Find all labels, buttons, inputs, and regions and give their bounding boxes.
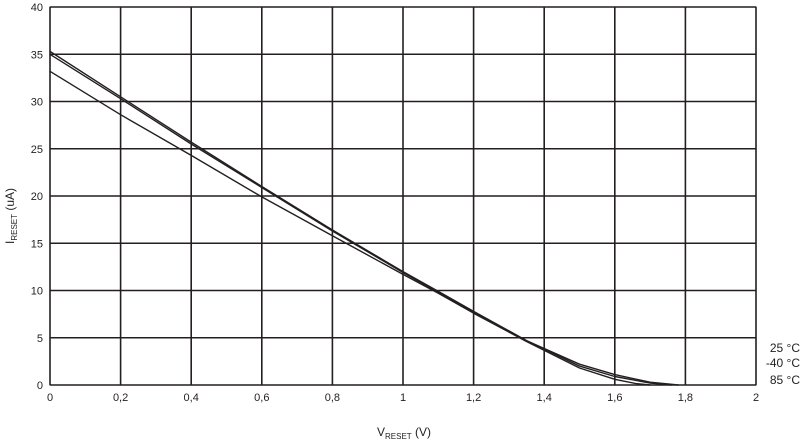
grid — [49, 6, 757, 386]
y-tick-label: 0 — [37, 380, 43, 392]
y-axis-title-tail: (uA) — [3, 188, 17, 214]
x-axis-title: VRESET (V) — [377, 425, 431, 441]
x-tick-label: 0,2 — [113, 392, 128, 404]
x-tick-label: 2 — [753, 392, 759, 404]
y-axis-title-main: I — [3, 241, 17, 244]
x-tick-label: 1,6 — [607, 392, 622, 404]
y-tick-label: 10 — [31, 286, 43, 298]
y-tick-labels: 0 5 10 15 20 25 30 35 40 — [31, 2, 43, 392]
y-axis-title: IRESET (uA) — [3, 188, 19, 244]
series-line-2 — [49, 70, 651, 386]
legend: 25 °C-40 °C 85 °C — [766, 341, 800, 387]
x-tick-label: 0,6 — [254, 392, 269, 404]
y-axis-title-sub: RESET — [10, 214, 19, 241]
y-tick-label: 15 — [31, 238, 43, 250]
x-axis-title-tail: (V) — [412, 425, 431, 439]
y-tick-label: 35 — [31, 49, 43, 61]
x-axis-title-sub: RESET — [385, 432, 412, 441]
x-tick-label: 1,2 — [466, 392, 481, 404]
x-tick-label: 1,8 — [678, 392, 693, 404]
y-tick-label: 40 — [31, 2, 43, 14]
y-tick-label: 30 — [31, 97, 43, 109]
x-axis-title-main: V — [377, 425, 385, 439]
legend-entry-1: -40 °C — [766, 356, 800, 370]
y-tick-label: 5 — [37, 333, 43, 345]
legend-entry-2: 85 °C — [770, 373, 800, 387]
x-tick-label: 0,4 — [184, 392, 199, 404]
legend-entry-0: 25 °C — [770, 341, 800, 355]
series-line-0 — [49, 50, 672, 386]
series-group — [49, 50, 679, 386]
x-tick-label: 0,8 — [325, 392, 340, 404]
x-tick-labels: 0 0,2 0,4 0,6 0,8 1 1,2 1,4 1,6 1,8 2 — [47, 392, 759, 404]
x-tick-label: 0 — [47, 392, 53, 404]
series-line-1 — [49, 53, 679, 386]
x-tick-label: 1 — [400, 392, 406, 404]
plot-frame — [49, 6, 757, 386]
y-tick-label: 20 — [31, 191, 43, 203]
x-tick-label: 1,4 — [537, 392, 552, 404]
y-tick-label: 25 — [31, 144, 43, 156]
